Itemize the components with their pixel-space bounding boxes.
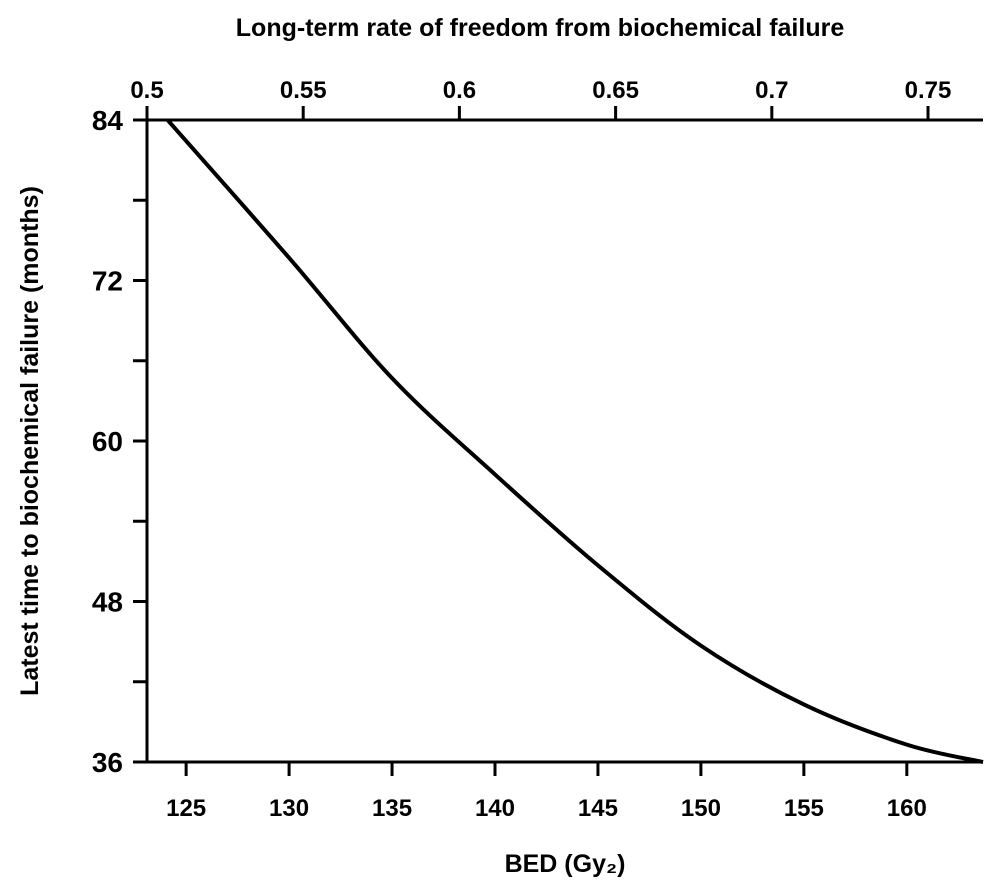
y-tick-label: 36 [92, 747, 123, 778]
x2-tick-label: 0.5 [130, 77, 163, 104]
x-tick-label: 145 [578, 795, 618, 822]
x-axis-label: BED (Gy₂) [505, 850, 626, 878]
y-tick-label: 60 [92, 426, 123, 457]
x-tick-label: 140 [475, 795, 515, 822]
x-tick-label: 155 [784, 795, 824, 822]
x-tick-label: 130 [269, 795, 309, 822]
x-tick-label: 160 [887, 795, 927, 822]
y-tick-label: 84 [92, 105, 124, 136]
x-tick-label: 125 [166, 795, 206, 822]
x2-tick-label: 0.65 [592, 77, 639, 104]
y-tick-label: 48 [92, 587, 123, 618]
x-tick-label: 150 [681, 795, 721, 822]
data-line [166, 118, 984, 764]
x2-tick-label: 0.75 [905, 77, 952, 104]
x-tick-label: 135 [372, 795, 412, 822]
x2-tick-label: 0.7 [755, 77, 788, 104]
chart-title: Long-term rate of freedom from biochemic… [236, 14, 845, 42]
y-tick-label: 72 [92, 266, 123, 297]
x2-tick-label: 0.6 [443, 77, 476, 104]
y-axis-label: Latest time to biochemical failure (mont… [16, 186, 44, 696]
x2-tick-label: 0.55 [280, 77, 327, 104]
